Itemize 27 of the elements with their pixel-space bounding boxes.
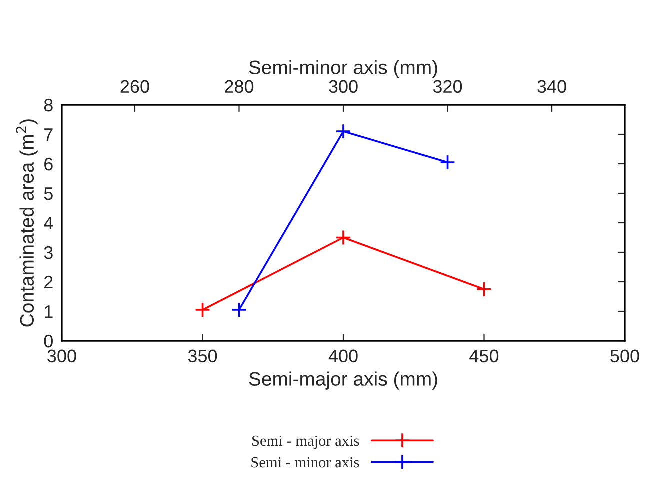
x2-axis-title: Semi-minor axis (mm) bbox=[249, 60, 438, 78]
y-tick-label: 7 bbox=[44, 128, 53, 142]
y-tick-label: 2 bbox=[44, 276, 53, 289]
y-tick-label: 3 bbox=[44, 246, 53, 260]
x2-tick-label: 300 bbox=[329, 80, 358, 94]
point bbox=[194, 302, 211, 318]
x-tick-label: 350 bbox=[188, 350, 218, 363]
y-tick-label: 8 bbox=[44, 98, 53, 112]
x2-tick-label: 340 bbox=[538, 80, 566, 94]
legend-label: Semi - major axis bbox=[252, 436, 360, 450]
x-axis-title: Semi-major axis (mm) bbox=[249, 372, 438, 390]
x-tick-label: 400 bbox=[328, 350, 358, 363]
legend-label: Semi - minor axis bbox=[252, 457, 360, 468]
y-tick-label: 0 bbox=[44, 334, 53, 348]
y-tick-label: 5 bbox=[44, 188, 53, 200]
y-tick-label: 1 bbox=[45, 306, 53, 318]
x-tick-label: 500 bbox=[610, 350, 640, 363]
x-tick-label: 450 bbox=[470, 350, 499, 363]
x2-tick-label: 280 bbox=[225, 80, 254, 94]
point bbox=[336, 230, 352, 246]
y-tick-label: 4 bbox=[44, 217, 54, 230]
x-tick-label: 300 bbox=[48, 350, 76, 363]
x2-tick-label: 320 bbox=[433, 80, 462, 94]
x2-tick-label: 260 bbox=[120, 80, 150, 94]
y-tick-label: 6 bbox=[44, 158, 53, 171]
point bbox=[476, 282, 492, 298]
y-axis-title: Contaminated area (m$^{2}$) bbox=[16, 120, 38, 327]
